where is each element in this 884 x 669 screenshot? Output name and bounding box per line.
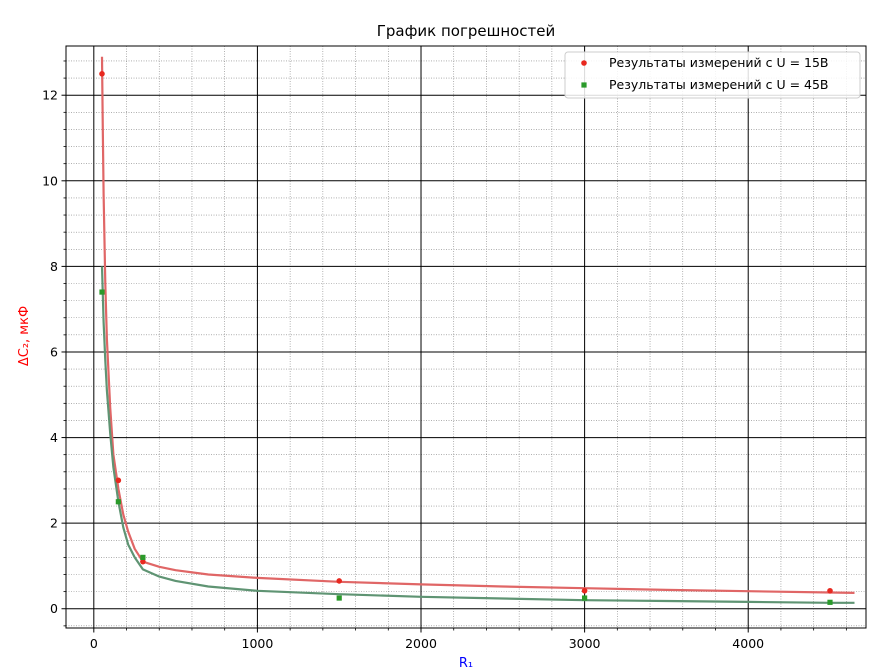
data-point-series-0 [827, 587, 833, 594]
major-grid [66, 46, 866, 628]
y-tick-label: 4 [50, 430, 58, 445]
fit-curve-series-0 [100, 56, 855, 594]
legend-marker-15v [581, 60, 587, 66]
chart-title: График погрешностей [377, 22, 556, 40]
y-tick-label: 8 [50, 259, 58, 274]
x-tick-label: 0 [90, 636, 98, 651]
legend-markers [581, 60, 587, 88]
data-point-series-1 [140, 554, 146, 560]
x-axis-label: R₁ [459, 656, 473, 669]
data-points [99, 71, 833, 605]
tick-labels: 0 1000 2000 3000 4000 0 2 4 6 8 10 12 [42, 88, 764, 651]
data-point-series-1 [827, 599, 833, 605]
fit-curve-series-1 [100, 266, 855, 604]
y-axis-label: ΔC₂, мкФ [17, 306, 32, 366]
plot-frame [65, 45, 867, 629]
y-tick-label: 10 [42, 173, 58, 188]
legend-label-45v: Результаты измерений с U = 45В [609, 77, 829, 92]
legend-label-15v: Результаты измерений с U = 15В [609, 55, 829, 70]
legend-marker-45v [581, 82, 587, 88]
legend: Результаты измерений с U = 15В Результат… [564, 51, 861, 99]
data-point-series-0 [140, 558, 146, 565]
data-point-series-1 [115, 499, 121, 505]
data-point-series-1 [336, 595, 342, 601]
y-tick-label: 0 [50, 601, 58, 616]
data-point-series-0 [99, 71, 105, 77]
x-tick-label: 2000 [405, 636, 437, 651]
data-point-series-0 [581, 587, 588, 594]
minor-grid [66, 46, 866, 628]
y-tick-label: 2 [50, 516, 58, 531]
x-tick-label: 3000 [569, 636, 601, 651]
axis-ticks [61, 60, 847, 633]
x-tick-label: 1000 [242, 636, 274, 651]
y-tick-label: 12 [42, 88, 58, 103]
data-point-series-1 [99, 289, 105, 295]
data-point-series-0 [115, 477, 122, 484]
data-point-series-1 [582, 595, 588, 601]
fit-curves [100, 56, 855, 604]
x-tick-label: 4000 [732, 636, 764, 651]
y-tick-label: 6 [50, 344, 58, 359]
legend-box [564, 51, 861, 99]
data-point-series-0 [336, 578, 343, 584]
